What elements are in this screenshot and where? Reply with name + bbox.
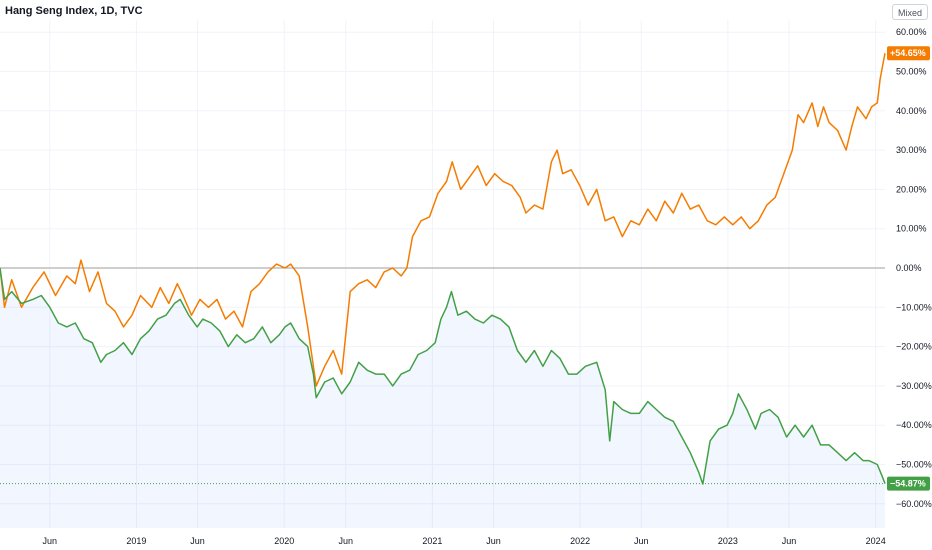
y-tick-label: 10.00% bbox=[896, 224, 927, 234]
x-tick-label: Jun bbox=[782, 536, 797, 546]
y-tick-label: −10.00% bbox=[896, 302, 932, 312]
x-tick-label: Jun bbox=[634, 536, 649, 546]
x-tick-label: 2022 bbox=[570, 536, 590, 546]
comparison-badge-bg bbox=[887, 46, 930, 61]
main-badge-label: −54.87% bbox=[890, 479, 926, 489]
x-tick-label: Jun bbox=[190, 536, 205, 546]
y-tick-label: −30.00% bbox=[896, 381, 932, 391]
x-tick-label: 2020 bbox=[274, 536, 294, 546]
y-tick-label: 30.00% bbox=[896, 145, 927, 155]
y-tick-label: −50.00% bbox=[896, 460, 932, 470]
main-series-area bbox=[0, 268, 885, 528]
y-tick-label: 40.00% bbox=[896, 106, 927, 116]
comparison-value-badge: +54.65% bbox=[887, 46, 930, 61]
y-axis: 60.00% 50.00% 40.00% 30.00% 20.00% 10.00% 0.00… bbox=[896, 27, 932, 509]
comparison-series-line[interactable] bbox=[0, 53, 886, 387]
x-tick-label: 2023 bbox=[718, 536, 738, 546]
main-value-badge: −54.87% bbox=[887, 476, 930, 491]
x-tick-label: 2021 bbox=[422, 536, 442, 546]
chart-title: Hang Seng Index, 1D, TVC bbox=[5, 5, 143, 17]
y-tick-label: 50.00% bbox=[896, 67, 927, 77]
x-axis: Jun 2019 Jun 2020 Jun 2021 Jun 2022 Jun 2023 Jun 20… bbox=[43, 536, 886, 546]
y-tick-label: 0.00% bbox=[896, 263, 922, 273]
y-tick-label: −20.00% bbox=[896, 342, 932, 352]
scale-mode-button[interactable]: Mixed bbox=[892, 4, 928, 20]
y-tick-label: −40.00% bbox=[896, 420, 932, 430]
x-tick-label: 2024 bbox=[866, 536, 886, 546]
main-series-line[interactable] bbox=[0, 267, 886, 485]
x-tick-label: Jun bbox=[338, 536, 353, 546]
x-tick-label: Jun bbox=[486, 536, 501, 546]
comparison-badge-label: +54.65% bbox=[890, 48, 926, 58]
y-tick-label: 60.00% bbox=[896, 27, 927, 37]
x-tick-label: Jun bbox=[43, 536, 58, 546]
main-badge-bg bbox=[887, 476, 930, 491]
grid-lines bbox=[0, 20, 885, 528]
y-tick-label: 20.00% bbox=[896, 184, 927, 194]
x-tick-label: 2019 bbox=[126, 536, 146, 546]
y-tick-label: −60.00% bbox=[896, 499, 932, 509]
